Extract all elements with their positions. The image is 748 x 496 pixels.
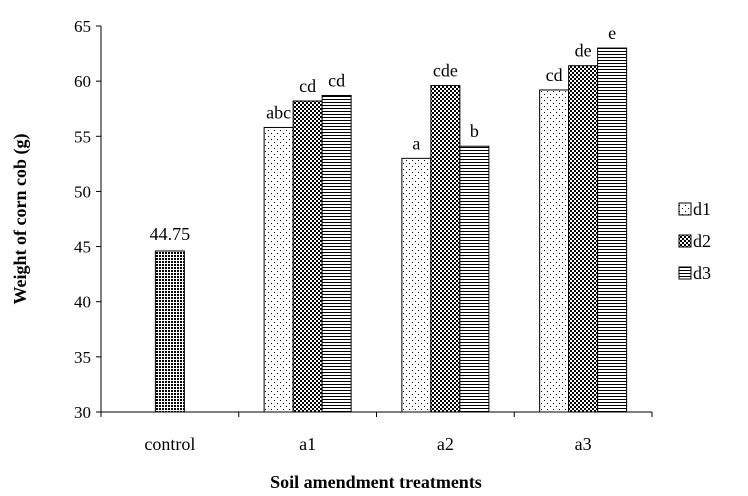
bar-d2-a2	[430, 85, 461, 413]
y-tick-label: 30	[74, 403, 91, 422]
legend: d1 d2 d3	[678, 199, 711, 283]
bar-significance-label: de	[575, 41, 592, 61]
bar-d3-a3	[597, 47, 628, 413]
bar-d3-a1	[321, 94, 352, 413]
bar-significance-label: b	[470, 121, 479, 141]
y-tick-label: 65	[74, 17, 91, 36]
bar-significance-label: a	[412, 133, 420, 153]
y-tick-label: 50	[74, 182, 91, 201]
bar-significance-label: cd	[546, 65, 563, 85]
bar-d2-a1	[292, 100, 323, 413]
legend-label-d2: d2	[693, 231, 711, 251]
bar-significance-label: e	[608, 23, 616, 43]
bar-d3-a2	[459, 145, 490, 413]
x-tick-label: control	[144, 434, 195, 454]
x-axis-title: Soil amendment treatments	[270, 472, 482, 492]
y-tick-label: 40	[74, 293, 91, 312]
legend-swatch-d1	[678, 202, 692, 216]
bar-significance-label: cd	[299, 76, 316, 96]
legend-swatch-d2	[678, 234, 692, 248]
legend-label-d1: d1	[693, 199, 711, 219]
bar-control	[154, 250, 185, 413]
bar-d1-a2	[401, 157, 432, 413]
bar-data-label: 44.75	[150, 224, 191, 244]
x-tick-label: a3	[575, 434, 592, 454]
y-tick-label: 55	[74, 127, 91, 146]
y-axis-title: Weight of corn cob (g)	[10, 134, 31, 305]
bar-d1-a1	[263, 126, 294, 413]
y-tick-label: 35	[74, 348, 91, 367]
y-tick-group: 30 35 40 45 50 55 60 65	[74, 17, 101, 422]
bar-significance-label: cde	[433, 61, 458, 81]
legend-label-d3: d3	[693, 263, 711, 283]
y-tick-label: 60	[74, 72, 91, 91]
bar-d1-a3	[539, 89, 570, 413]
bar-significance-label: cd	[328, 70, 345, 90]
bar-d2-a3	[568, 65, 599, 413]
y-tick-label: 45	[74, 238, 91, 257]
legend-swatch-d3	[678, 266, 692, 280]
x-tick-label: a2	[437, 434, 454, 454]
bar-group	[154, 47, 628, 413]
x-tick-group: control a1 a2 a3	[100, 412, 653, 454]
x-tick-label: a1	[299, 434, 316, 454]
bar-significance-label: abc	[266, 102, 291, 122]
